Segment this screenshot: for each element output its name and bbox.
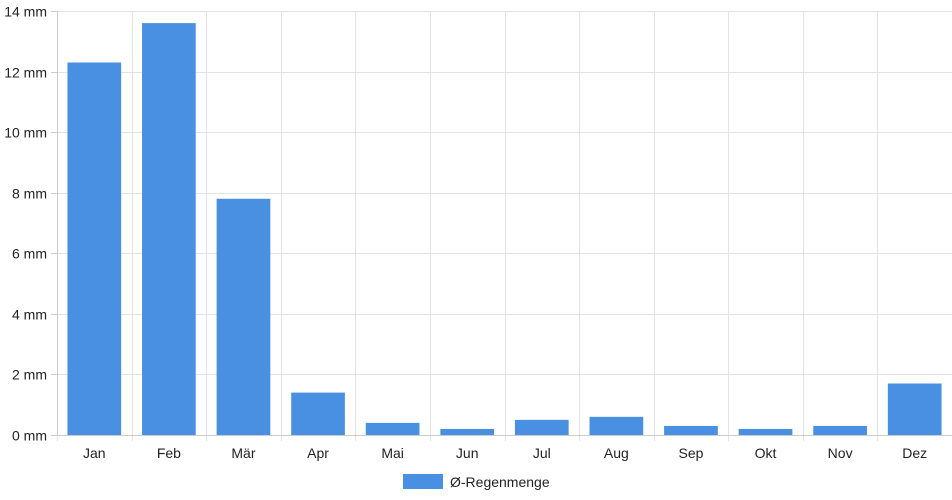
bar-aug[interactable] <box>589 416 644 435</box>
bar-sep[interactable] <box>664 425 718 435</box>
bar-mär[interactable] <box>216 198 271 435</box>
x-tick-label: Aug <box>604 445 629 461</box>
axes <box>51 11 952 436</box>
y-tick-labels: 0 mm 2 mm 4 mm 6 mm 8 mm 10 mm 12 mm 14 mm <box>4 4 47 444</box>
x-tick-label: Mai <box>381 445 404 461</box>
bar-nov[interactable] <box>813 425 867 435</box>
x-tick-label: Jul <box>533 445 551 461</box>
x-tick-label: Okt <box>755 445 777 461</box>
y-tick-label: 0 mm <box>12 428 47 444</box>
bar-apr[interactable] <box>291 392 345 435</box>
bar-jun[interactable] <box>440 428 495 435</box>
bar-dez[interactable] <box>887 383 942 435</box>
y-tick-label: 8 mm <box>12 186 47 202</box>
x-tick-label: Apr <box>307 445 329 461</box>
x-tick-label: Sep <box>678 445 703 461</box>
x-tick-label: Mär <box>231 445 255 461</box>
grid-lines <box>57 11 952 441</box>
bar-feb[interactable] <box>142 23 196 435</box>
bar-mai[interactable] <box>365 422 420 435</box>
y-tick-label: 14 mm <box>4 4 47 20</box>
legend[interactable]: Ø-Regenmenge <box>403 474 550 490</box>
legend-swatch[interactable] <box>403 474 443 489</box>
bars <box>67 23 942 435</box>
y-tick-label: 2 mm <box>12 367 47 383</box>
x-tick-label: Jan <box>83 445 106 461</box>
x-tick-label: Nov <box>828 445 853 461</box>
y-tick-label: 10 mm <box>4 125 47 141</box>
legend-label[interactable]: Ø-Regenmenge <box>450 474 550 490</box>
bar-jul[interactable] <box>514 419 569 435</box>
y-tick-label: 4 mm <box>12 307 47 323</box>
bar-jan[interactable] <box>67 62 122 435</box>
bar-okt[interactable] <box>738 428 793 435</box>
x-tick-labels: Jan Feb Mär Apr Mai Jun Jul Aug Sep Okt Nov Dez <box>83 445 927 461</box>
x-tick-label: Jun <box>456 445 479 461</box>
x-tick-label: Feb <box>157 445 181 461</box>
y-tick-label: 6 mm <box>12 246 47 262</box>
y-tick-label: 12 mm <box>4 65 47 81</box>
x-tick-label: Dez <box>902 445 927 461</box>
